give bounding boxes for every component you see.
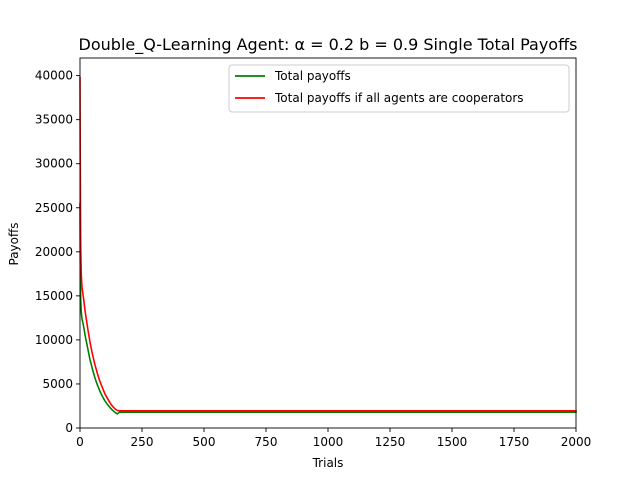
plot-area: 0 250 500 750 1000 1250 1500 1750 20000500010000… <box>35 57 592 449</box>
y-tick-label: 30000 <box>35 157 73 171</box>
legend: Total payoffs Total payoffs if all agents… <box>228 64 570 113</box>
y-axis-label: Payoffs <box>7 222 21 265</box>
x-tick-label: 750 <box>255 435 278 449</box>
x-tick-label: 1250 <box>375 435 406 449</box>
y-tick-label: 35000 <box>35 113 73 127</box>
x-tick-label: 1500 <box>437 435 468 449</box>
y-tick-label: 10000 <box>35 333 73 347</box>
y-tick-label: 25000 <box>35 201 73 215</box>
x-tick-label: 1000 <box>313 435 344 449</box>
y-tick-label: 40000 <box>35 69 73 83</box>
x-tick-label: 2000 <box>561 435 592 449</box>
x-tick-label: 500 <box>193 435 216 449</box>
x-tick-label: 250 <box>131 435 154 449</box>
y-tick-label: 0 <box>65 421 73 435</box>
x-tick-label: 1750 <box>499 435 530 449</box>
y-tick-label: 5000 <box>42 377 73 391</box>
legend-label-1: Total payoffs <box>274 69 351 83</box>
series-line-1 <box>79 202 577 415</box>
chart-title: Double_Q-Learning Agent: α = 0.2 b = 0.9… <box>79 35 578 55</box>
series-line-2 <box>79 76 577 412</box>
x-tick-label: 0 <box>76 435 84 449</box>
x-axis-label: Trials <box>312 456 344 470</box>
y-tick-label: 20000 <box>35 245 73 259</box>
y-tick-label: 15000 <box>35 289 73 303</box>
legend-label-2: Total payoffs if all agents are cooperat… <box>274 91 524 105</box>
legend-box <box>228 64 570 113</box>
